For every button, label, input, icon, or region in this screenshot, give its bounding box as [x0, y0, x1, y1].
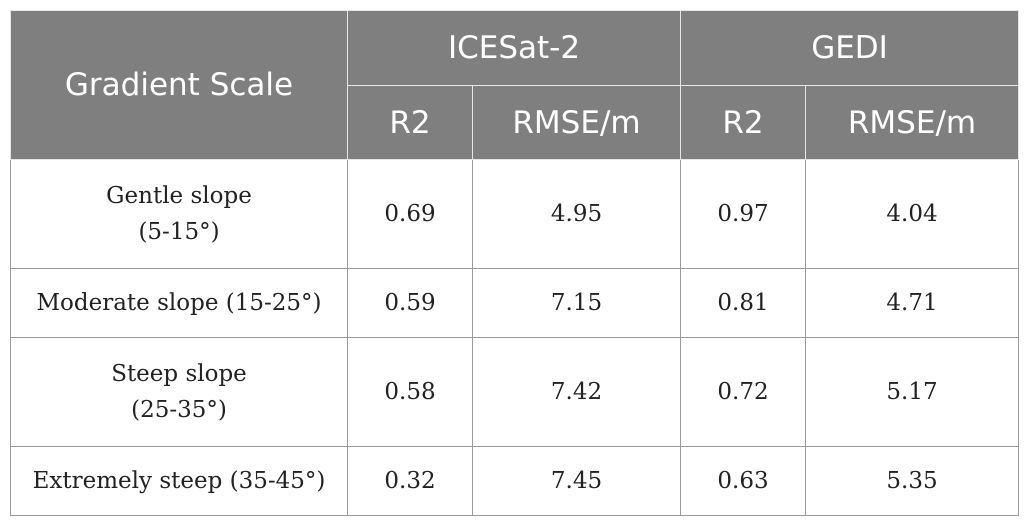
header-row-1: Gradient Scale ICESat-2 GEDI [10, 10, 1019, 160]
cell-icesat2-r2: 0.59 [347, 268, 473, 338]
row-label: Gentle slope (5-15°) [10, 159, 348, 269]
header-icesat2-rmse: RMSE/m [472, 85, 681, 160]
cell-gedi-rmse: 5.17 [805, 337, 1019, 447]
table-body: Gentle slope (5-15°) 0.69 4.95 0.97 4.04… [10, 159, 1019, 516]
row-label-line1: Extremely steep (35-45°) [32, 468, 326, 494]
table-row: Extremely steep (35-45°) 0.32 7.45 0.63 … [10, 446, 1019, 516]
row-label: Moderate slope (15-25°) [10, 268, 348, 338]
cell-icesat2-r2: 0.69 [347, 159, 473, 269]
table-row: Gentle slope (5-15°) 0.69 4.95 0.97 4.04 [10, 159, 1019, 269]
header-gradient-scale: Gradient Scale [10, 10, 348, 160]
cell-icesat2-r2: 0.32 [347, 446, 473, 516]
header-gedi-r2: R2 [680, 85, 806, 160]
row-label: Steep slope (25-35°) [10, 337, 348, 447]
cell-gedi-r2: 0.72 [680, 337, 806, 447]
header-gedi-rmse: RMSE/m [805, 85, 1019, 160]
header-row-2: R2 RMSE/m R2 RMSE/m [11, 85, 1019, 160]
table-row: Steep slope (25-35°) 0.58 7.42 0.72 5.17 [10, 337, 1019, 447]
cell-gedi-rmse: 5.35 [805, 446, 1019, 516]
header-icesat2-r2: R2 [347, 85, 473, 160]
header-gedi: GEDI [680, 10, 1019, 86]
cell-gedi-rmse: 4.04 [805, 159, 1019, 269]
cell-gedi-r2: 0.63 [680, 446, 806, 516]
row-label-line1: Steep slope [111, 361, 247, 387]
cell-gedi-r2: 0.81 [680, 268, 806, 338]
row-label-line2: (5-15°) [138, 219, 220, 245]
cell-icesat2-rmse: 7.45 [472, 446, 681, 516]
cell-gedi-r2: 0.97 [680, 159, 806, 269]
cell-icesat2-rmse: 4.95 [472, 159, 681, 269]
row-label-line1: Moderate slope (15-25°) [36, 290, 322, 316]
table-row: Moderate slope (15-25°) 0.59 7.15 0.81 4… [10, 268, 1019, 338]
cell-icesat2-rmse: 7.42 [472, 337, 681, 447]
row-label: Extremely steep (35-45°) [10, 446, 348, 516]
accuracy-table-container: Gradient Scale ICESat-2 GEDI R2 RMSE/m R… [10, 10, 1019, 516]
cell-icesat2-r2: 0.58 [347, 337, 473, 447]
cell-gedi-rmse: 4.71 [805, 268, 1019, 338]
accuracy-table: Gradient Scale ICESat-2 GEDI R2 RMSE/m R… [10, 10, 1019, 516]
row-label-line2: (25-35°) [131, 397, 227, 423]
header-icesat2: ICESat-2 [347, 10, 681, 86]
cell-icesat2-rmse: 7.15 [472, 268, 681, 338]
row-label-line1: Gentle slope [106, 183, 252, 209]
table-header: Gradient Scale ICESat-2 GEDI R2 RMSE/m R… [10, 10, 1019, 160]
